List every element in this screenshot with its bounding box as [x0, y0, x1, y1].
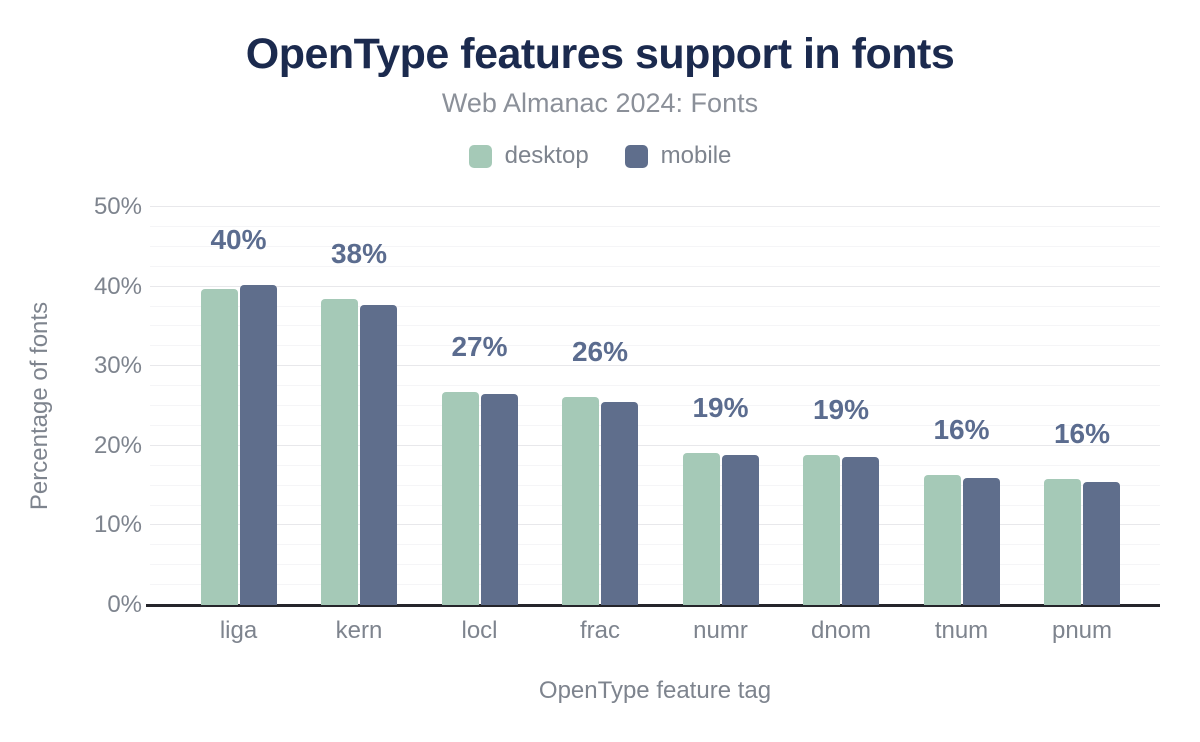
desktop-bar-liga — [200, 289, 238, 605]
bar-group-numr — [682, 453, 759, 605]
bar-value-label-pnum: 16% — [1053, 418, 1111, 450]
x-axis-tick-label-kern: kern — [335, 617, 383, 644]
minor-gridline — [150, 484, 1160, 486]
minor-gridline — [150, 424, 1160, 426]
legend-item-mobile: mobile — [624, 142, 732, 170]
bar-group-dnom — [803, 455, 879, 605]
mobile-bar-kern — [360, 305, 397, 605]
bar-value-label-kern: 38% — [330, 238, 388, 270]
x-axis-tick-label-locl: locl — [461, 617, 498, 644]
minor-gridline — [150, 305, 1160, 307]
x-axis-line — [146, 604, 1160, 607]
bar-group-frac — [562, 397, 638, 605]
major-gridline — [150, 444, 1160, 446]
minor-gridline — [150, 385, 1160, 387]
minor-gridline — [150, 345, 1160, 347]
desktop-bar-numr — [682, 453, 720, 605]
mobile-swatch-icon — [624, 144, 648, 168]
bar-value-label-numr: 19% — [692, 391, 749, 423]
minor-gridline — [150, 265, 1160, 267]
desktop-bar-frac — [562, 397, 599, 605]
y-axis-tick-label: 40% — [93, 272, 142, 300]
major-gridline — [150, 285, 1160, 287]
minor-gridline — [150, 464, 1160, 466]
y-axis-tick-label: 10% — [93, 511, 142, 539]
chart-title: OpenType features support in fonts — [245, 30, 955, 78]
desktop-swatch-icon — [468, 144, 492, 168]
desktop-bar-pnum — [1044, 479, 1081, 605]
legend-item-desktop: desktop — [468, 142, 589, 170]
x-axis-tick-label-tnum: tnum — [934, 617, 989, 644]
x-axis-tick-label-frac: frac — [579, 617, 620, 644]
mobile-bar-tnum — [962, 478, 1000, 605]
bar-group-tnum — [923, 475, 1000, 605]
x-axis-tick-label-dnom: dnom — [810, 617, 872, 644]
bar-group-liga — [200, 285, 277, 605]
x-axis-title: OpenType feature tag — [538, 677, 772, 704]
bar-value-label-dnom: 19% — [812, 393, 870, 425]
minor-gridline — [150, 584, 1160, 586]
x-axis-tick-label-pnum: pnum — [1051, 617, 1113, 644]
minor-gridline — [150, 504, 1160, 506]
major-gridline — [150, 206, 1160, 207]
desktop-bar-dnom — [803, 455, 840, 605]
legend-label-desktop: desktop — [504, 142, 589, 169]
minor-gridline — [150, 544, 1160, 546]
plot-area: Percentage of fonts OpenType feature tag… — [26, 194, 1160, 704]
mobile-bar-numr — [721, 455, 759, 605]
x-axis-tick-label-numr: numr — [693, 617, 748, 644]
desktop-bar-kern — [321, 299, 358, 605]
mobile-bar-frac — [601, 402, 638, 605]
minor-gridline — [150, 225, 1160, 227]
major-gridline — [150, 524, 1160, 526]
chart-legend: desktop mobile — [0, 142, 1200, 170]
minor-gridline — [150, 564, 1160, 566]
legend-label-mobile: mobile — [660, 142, 732, 169]
chart-subtitle: Web Almanac 2024: Fonts — [441, 88, 759, 118]
bar-group-kern — [321, 299, 397, 605]
minor-gridline — [150, 325, 1160, 327]
bar-value-label-locl: 27% — [451, 330, 508, 362]
mobile-bar-dnom — [842, 457, 879, 605]
bar-value-label-frac: 26% — [571, 336, 629, 368]
y-axis-title: Percentage of fonts — [26, 301, 53, 511]
bar-group-locl — [441, 392, 518, 605]
minor-gridline — [150, 245, 1160, 247]
major-gridline — [150, 365, 1160, 367]
y-axis-tick-label: 50% — [93, 193, 142, 220]
y-axis-tick-label: 20% — [93, 431, 142, 459]
minor-gridline — [150, 405, 1160, 406]
mobile-bar-liga — [239, 285, 277, 605]
y-axis-tick-label: 0% — [107, 591, 142, 618]
desktop-bar-tnum — [923, 475, 961, 605]
mobile-bar-pnum — [1083, 482, 1120, 605]
bar-value-label-liga: 40% — [210, 224, 267, 256]
x-axis-tick-label-liga: liga — [219, 617, 258, 644]
mobile-bar-locl — [480, 394, 518, 605]
desktop-bar-locl — [441, 392, 479, 605]
bar-group-pnum — [1044, 479, 1120, 605]
bar-value-label-tnum: 16% — [933, 414, 990, 446]
y-axis-tick-label: 30% — [93, 352, 142, 380]
